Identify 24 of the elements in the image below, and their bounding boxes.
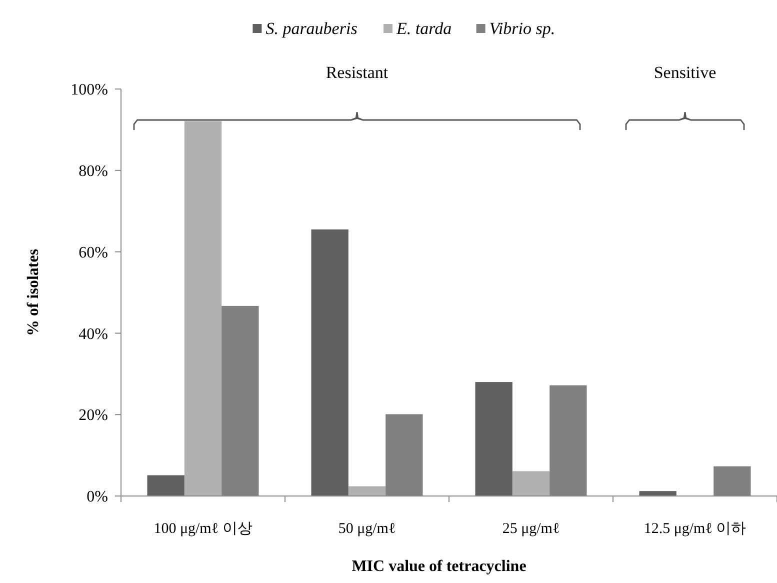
bar (184, 121, 222, 496)
x-tick-label: 12.5 μg/mℓ 이하 (644, 521, 746, 537)
y-tick-label: 40% (78, 326, 108, 343)
y-tick-label: 60% (78, 244, 108, 262)
legend-label: Vibrio sp. (489, 19, 556, 38)
legend-label: S. parauberis (266, 19, 358, 38)
y-tick-label: 20% (78, 407, 108, 424)
y-tick-label: 0% (86, 488, 108, 506)
text: Sensitive (654, 63, 716, 82)
x-axis-title: MIC value of tetracycline (352, 558, 526, 575)
x-tick-label: 50 μg/mℓ (338, 521, 396, 537)
bar (475, 382, 512, 496)
bar (147, 475, 184, 496)
bar (512, 471, 550, 496)
y-axis-title: % of isolates (25, 248, 42, 336)
x-tick-label: 25 μg/mℓ (502, 521, 560, 537)
bar (639, 491, 676, 496)
x-tick-label: 100 μg/mℓ 이상 (154, 521, 252, 537)
y-tick-label: 80% (78, 163, 108, 180)
bar (348, 486, 386, 496)
y-tick-label: 100% (70, 82, 108, 99)
bar (311, 229, 348, 496)
legend-label: E. tarda (396, 19, 452, 38)
text: Resistant (326, 63, 388, 82)
